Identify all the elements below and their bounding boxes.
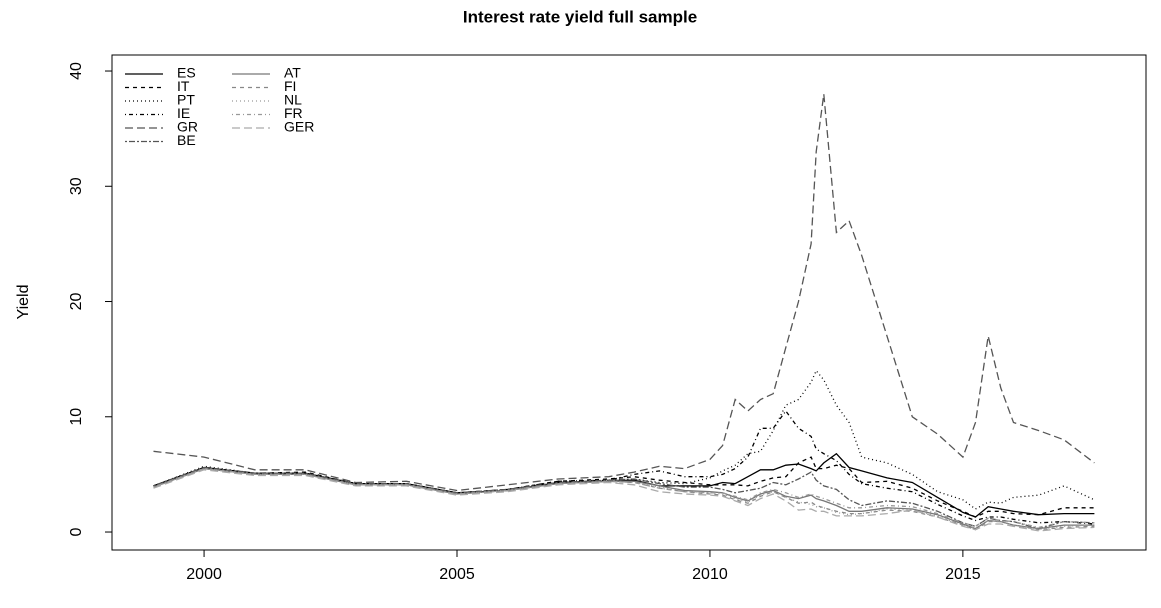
series-line <box>153 466 1095 530</box>
plot-frame <box>111 54 1147 551</box>
legend-label: NL <box>284 92 302 108</box>
series-line <box>153 456 1095 518</box>
legend-label: IT <box>177 78 190 94</box>
series-line <box>153 94 1095 492</box>
legend-label: ES <box>177 65 196 81</box>
legend-label: BE <box>177 132 196 148</box>
y-tick-label: 40 <box>68 62 85 80</box>
legend-label: AT <box>284 65 301 81</box>
y-tick-label: 30 <box>68 177 85 195</box>
y-tick-label: 20 <box>68 293 85 311</box>
legend-label: IE <box>177 105 190 121</box>
x-tick-label: 2005 <box>439 566 475 583</box>
series-line <box>153 469 1095 532</box>
chart-title: Interest rate yield full sample <box>463 7 697 26</box>
legend-label: PT <box>177 92 195 108</box>
series-line <box>153 467 1095 529</box>
y-tick-label: 0 <box>68 527 85 536</box>
legend-label: FI <box>284 78 296 94</box>
legend-label: GER <box>284 119 314 135</box>
legend-label: GR <box>177 119 198 135</box>
y-axis-label: Yield <box>15 285 32 320</box>
x-tick-label: 2010 <box>692 566 728 583</box>
series-line <box>153 467 1095 530</box>
legend-label: FR <box>284 105 303 121</box>
x-tick-label: 2000 <box>186 566 222 583</box>
series-line <box>153 369 1095 510</box>
y-tick-label: 10 <box>68 408 85 426</box>
x-tick-label: 2015 <box>945 566 981 583</box>
